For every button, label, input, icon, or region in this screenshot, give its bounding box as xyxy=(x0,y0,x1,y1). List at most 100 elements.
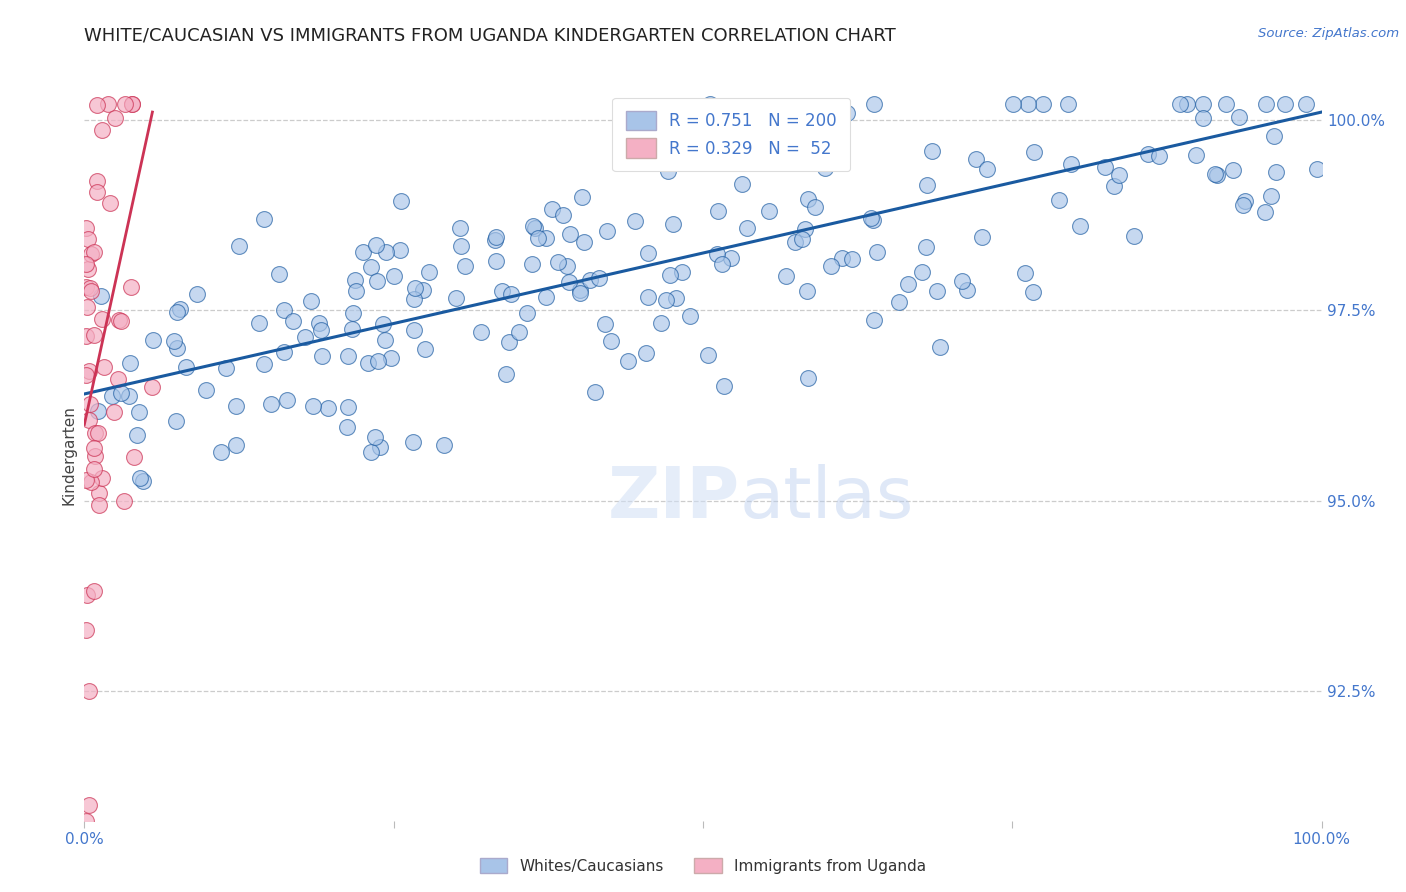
Point xyxy=(1191,111,1213,125)
Point xyxy=(402,435,425,450)
Point xyxy=(766,153,789,168)
Point xyxy=(650,317,672,331)
Point xyxy=(340,322,363,336)
Point xyxy=(797,371,820,385)
Point xyxy=(1175,97,1198,112)
Point xyxy=(195,383,218,397)
Point xyxy=(1021,285,1043,300)
Point xyxy=(97,97,120,112)
Point xyxy=(86,185,108,199)
Point xyxy=(534,230,557,244)
Point xyxy=(860,211,883,226)
Point xyxy=(588,270,610,285)
Point xyxy=(83,328,105,343)
Point xyxy=(128,405,150,419)
Point xyxy=(1254,204,1277,219)
Point xyxy=(90,122,112,136)
Point xyxy=(710,257,733,271)
Point xyxy=(249,316,271,330)
Point xyxy=(337,401,360,415)
Point xyxy=(308,316,330,330)
Point xyxy=(558,227,581,242)
Point xyxy=(956,283,979,297)
Point xyxy=(1002,97,1025,112)
Point xyxy=(1168,97,1191,112)
Point xyxy=(380,351,402,365)
Point xyxy=(83,462,105,476)
Point xyxy=(557,276,579,290)
Point xyxy=(77,262,100,277)
Point xyxy=(374,334,396,348)
Point xyxy=(142,333,165,347)
Point xyxy=(253,357,276,371)
Point xyxy=(671,265,693,279)
Point xyxy=(120,280,142,294)
Point xyxy=(83,449,105,463)
Point xyxy=(1263,129,1285,144)
Point xyxy=(1014,266,1036,280)
Point xyxy=(75,220,97,235)
Point xyxy=(657,164,679,178)
Point xyxy=(804,200,827,214)
Point xyxy=(897,277,920,291)
Point xyxy=(375,244,398,259)
Point xyxy=(841,252,863,266)
Point xyxy=(228,239,250,253)
Point xyxy=(572,235,595,250)
Point xyxy=(970,230,993,244)
Point xyxy=(735,221,758,235)
Point xyxy=(707,204,730,219)
Point xyxy=(413,342,436,356)
Point xyxy=(925,285,948,299)
Point xyxy=(679,310,702,324)
Point xyxy=(302,400,325,414)
Point xyxy=(1060,157,1083,171)
Point xyxy=(75,623,97,637)
Point xyxy=(364,238,387,252)
Legend: R = 0.751   N = 200, R = 0.329   N =  52: R = 0.751 N = 200, R = 0.329 N = 52 xyxy=(613,97,851,171)
Point xyxy=(965,152,987,166)
Text: atlas: atlas xyxy=(740,465,914,533)
Point xyxy=(412,283,434,297)
Point xyxy=(1032,97,1054,112)
Point xyxy=(80,475,103,489)
Point xyxy=(209,444,232,458)
Point xyxy=(433,438,456,452)
Point xyxy=(283,313,305,327)
Point xyxy=(449,220,471,235)
Point xyxy=(499,287,522,301)
Y-axis label: Kindergarten: Kindergarten xyxy=(60,405,76,505)
Point xyxy=(132,475,155,489)
Point xyxy=(75,814,97,828)
Point xyxy=(697,348,720,362)
Point xyxy=(540,202,562,216)
Point xyxy=(112,493,135,508)
Point xyxy=(1234,194,1257,208)
Point xyxy=(1215,97,1237,112)
Point xyxy=(814,161,837,175)
Point xyxy=(84,426,107,441)
Legend: Whites/Caucasians, Immigrants from Uganda: Whites/Caucasians, Immigrants from Ugand… xyxy=(474,852,932,880)
Point xyxy=(225,399,247,413)
Point xyxy=(107,372,129,386)
Point xyxy=(186,287,208,301)
Point xyxy=(337,349,360,363)
Point xyxy=(508,325,530,339)
Point xyxy=(720,251,742,265)
Point xyxy=(83,245,105,260)
Point xyxy=(382,268,405,283)
Point xyxy=(485,230,508,244)
Point xyxy=(273,344,295,359)
Point xyxy=(636,346,658,360)
Point xyxy=(90,288,112,302)
Text: WHITE/CAUCASIAN VS IMMIGRANTS FROM UGANDA KINDERGARTEN CORRELATION CHART: WHITE/CAUCASIAN VS IMMIGRANTS FROM UGAND… xyxy=(84,27,896,45)
Point xyxy=(163,334,186,348)
Point xyxy=(1204,168,1226,182)
Point xyxy=(536,290,558,304)
Point xyxy=(820,259,842,273)
Point xyxy=(344,285,367,299)
Point xyxy=(495,367,517,381)
Point xyxy=(75,328,97,343)
Point xyxy=(1104,179,1126,194)
Point xyxy=(114,97,136,112)
